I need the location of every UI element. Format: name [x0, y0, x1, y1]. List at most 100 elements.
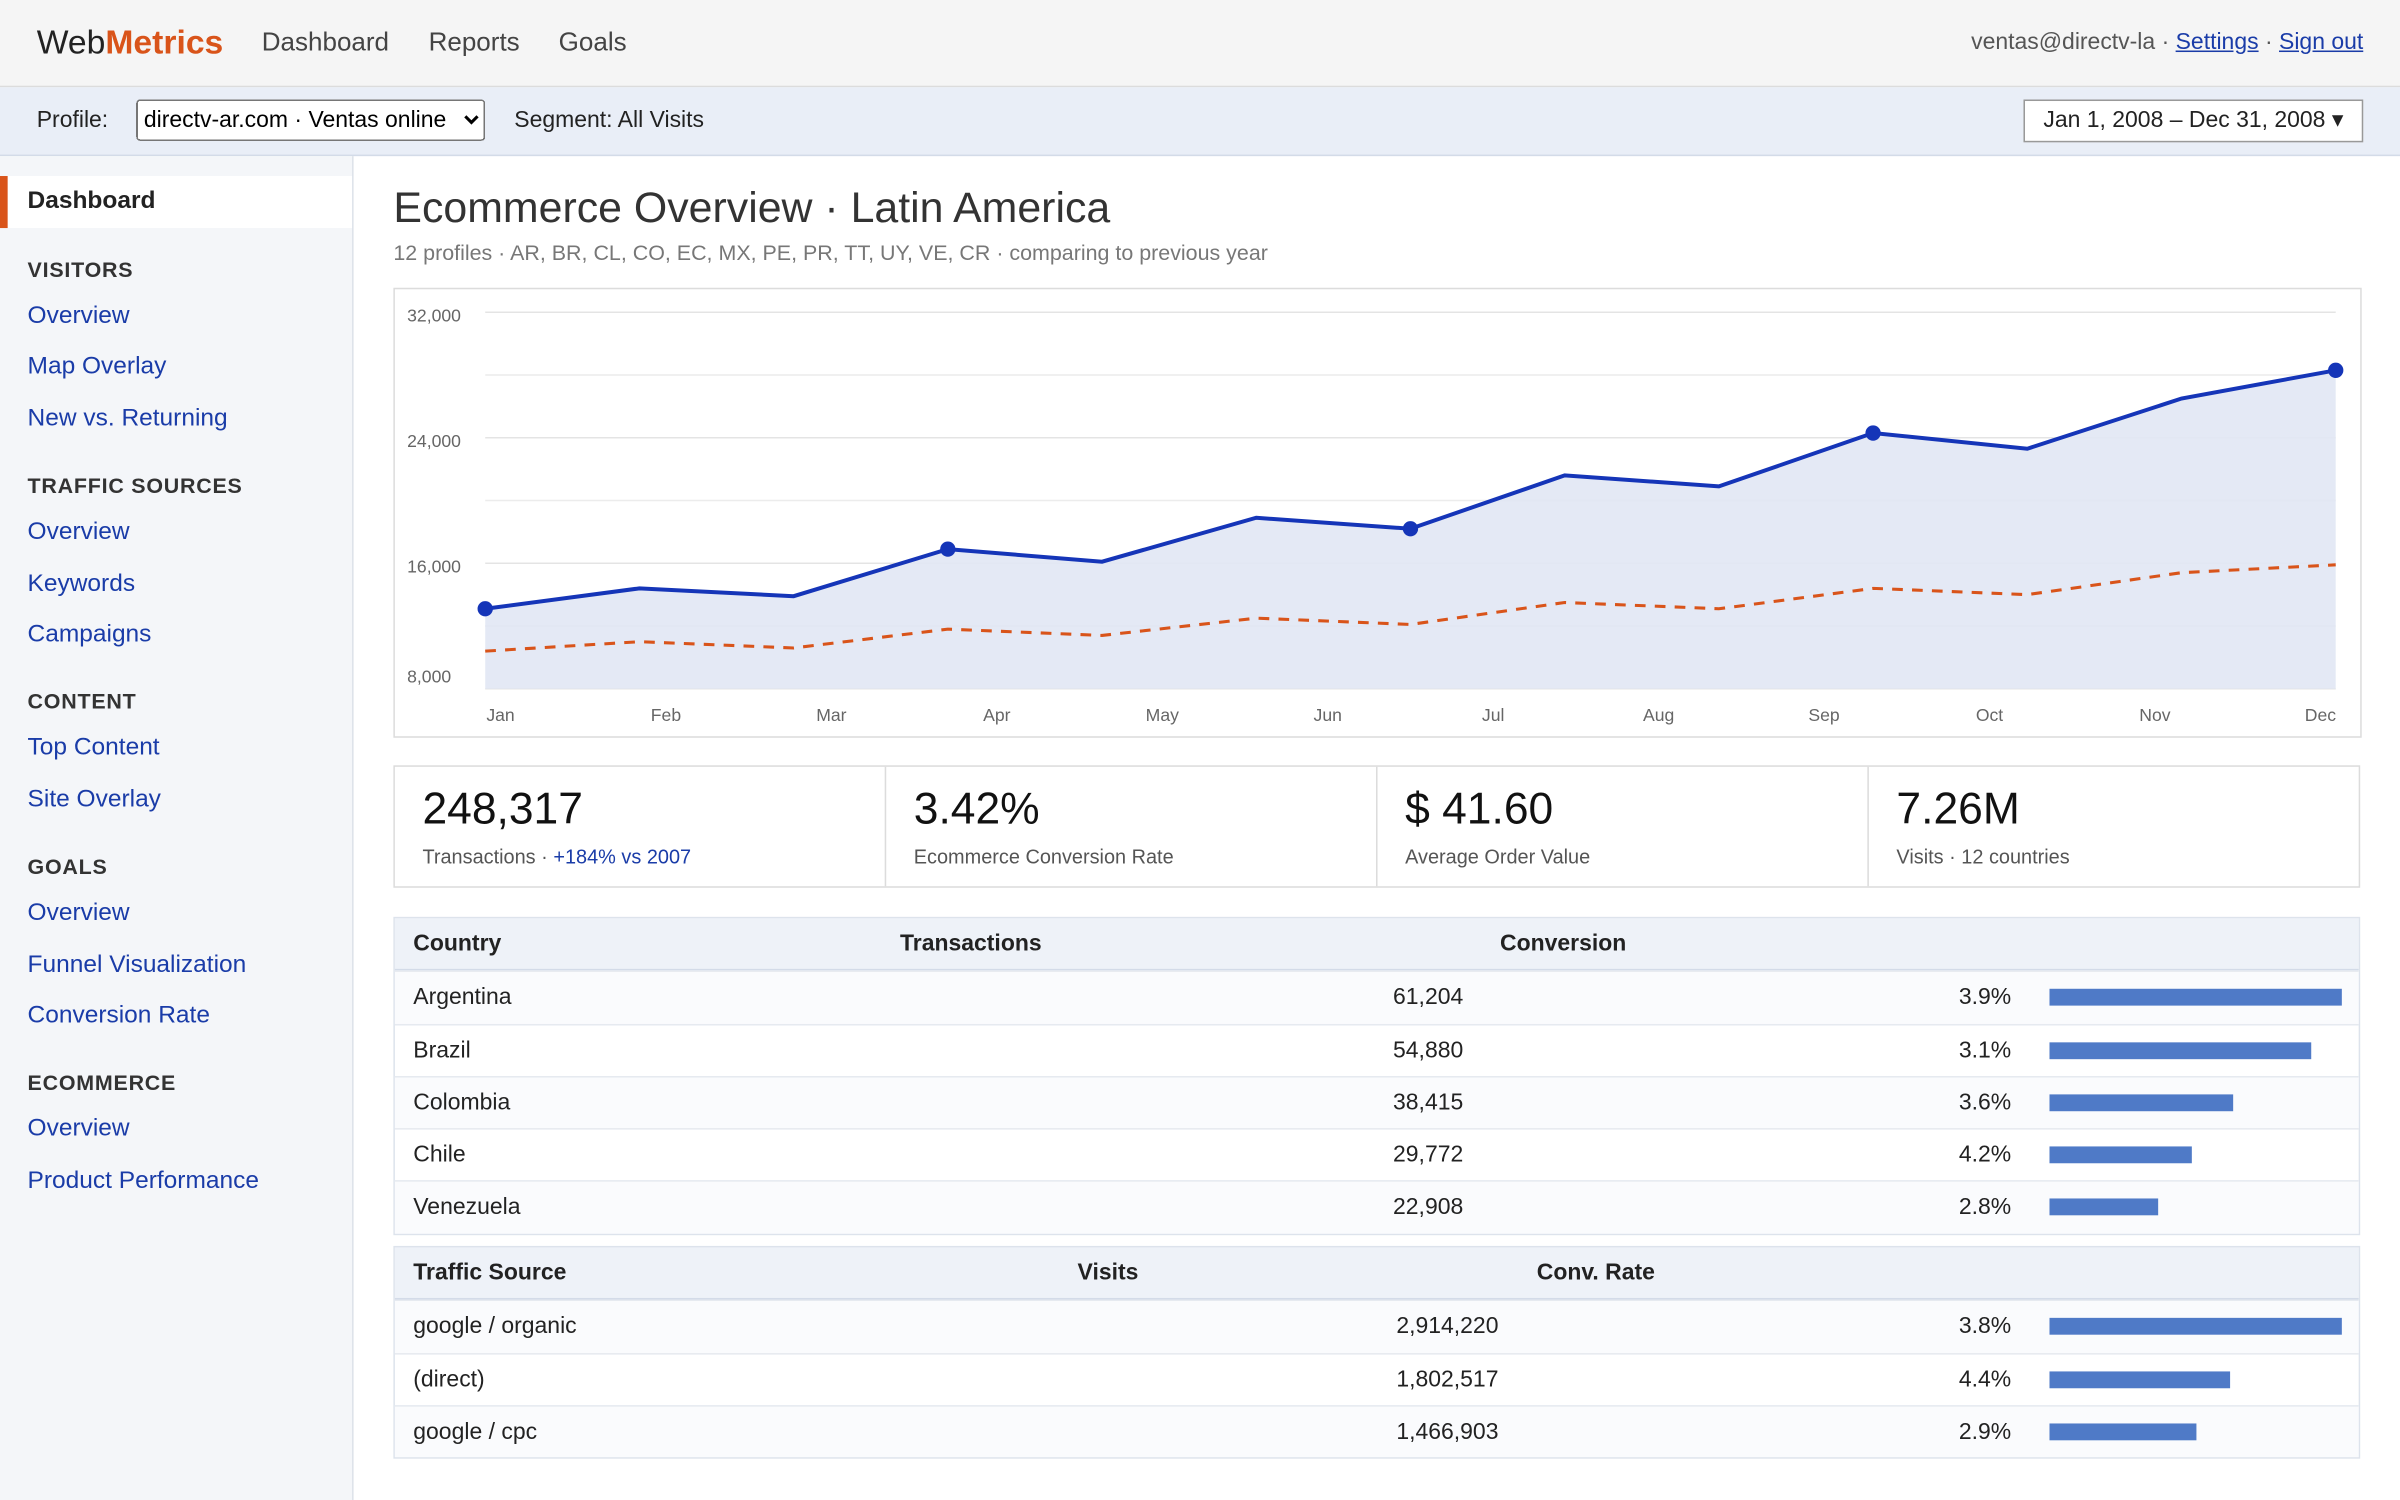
x-axis-label: Dec — [2305, 705, 2336, 725]
row-amount: 38,415 — [1393, 1089, 1464, 1116]
row-amount: 1,802,517 — [1396, 1366, 1499, 1393]
kpi-value: 248,317 — [422, 785, 583, 835]
profile-select[interactable]: directv-ar.com · Ventas online — [136, 99, 486, 141]
line — [485, 563, 2336, 653]
row-name: (direct) — [413, 1366, 485, 1393]
column-header: Visits — [1077, 1259, 1139, 1286]
sidebar-link[interactable]: Map Overlay — [27, 354, 167, 381]
row-amount: 29,772 — [1393, 1142, 1464, 1169]
row-amount: 1,466,903 — [1396, 1418, 1499, 1445]
kpi-label: Ecommerce Conversion Rate — [914, 845, 1174, 868]
profile-label: Profile: — [36, 107, 109, 134]
row-bar — [2049, 1318, 2342, 1336]
x-axis-label: Nov — [2139, 705, 2170, 725]
row-rate: 3.9% — [1958, 984, 2012, 1011]
x-axis-label: Jul — [1482, 705, 1505, 725]
row-rate: 4.2% — [1958, 1142, 2012, 1169]
kpi-label-text: Ecommerce Conversion Rate — [913, 844, 1174, 868]
nav-link[interactable]: Reports — [428, 27, 520, 57]
separator: · — [2264, 29, 2273, 56]
row-rate: 4.4% — [1958, 1366, 2012, 1393]
row-rate: 3.6% — [1958, 1089, 2012, 1116]
table-row: google / cpc 1,466,903 2.9% — [394, 1404, 2359, 1458]
sidebar-link[interactable]: Campaigns — [27, 621, 152, 648]
table-row: Colombia 38,415 3.6% — [394, 1075, 2359, 1129]
sidebar-section: CONTENT Top Content Site Overlay — [0, 660, 352, 825]
row-bar — [2049, 989, 2342, 1007]
nav-link[interactable]: Dashboard — [261, 27, 390, 57]
page-title: Ecommerce Overview · Latin America — [393, 183, 1111, 232]
top-bar: WebMetrics Dashboard Reports Goals ventas@di… — [0, 0, 2400, 88]
x-axis-label: Jun — [1314, 705, 1342, 725]
table-row: Argentina 61,204 3.9% — [394, 970, 2359, 1024]
row-rate: 3.8% — [1958, 1313, 2012, 1340]
x-axis-label: Apr — [983, 705, 1011, 725]
chart-box: 8,000 16,000 24,000 32,000 Jan Feb Mar Apr May Ju… — [393, 287, 2362, 738]
table: Country Transactions Conversion Argentina 61… — [393, 916, 2361, 1235]
logo-web: Web — [36, 22, 106, 62]
x-axis-label: Sep — [1808, 705, 1840, 725]
column-header: Traffic Source — [413, 1259, 567, 1286]
page-subtitle: 12 profiles · AR, BR, CL, CO, EC, MX, PE… — [393, 240, 1268, 265]
chart: 8,000 16,000 24,000 32,000 Jan Feb Mar Apr May Ju… — [407, 305, 2344, 725]
kpi: 7.26M Visits · 12 countries — [1867, 766, 2358, 887]
point — [1402, 521, 1419, 537]
sidebar-link[interactable]: Overview — [27, 519, 130, 546]
row-amount: 61,204 — [1393, 984, 1464, 1011]
row-name: Chile — [413, 1142, 466, 1169]
kpi-value: 7.26M — [1896, 785, 2020, 835]
sidebar-section: ECOMMERCE Overview Product Performance — [0, 1041, 352, 1206]
sidebar-link[interactable]: Site Overlay — [27, 786, 161, 813]
sidebar-link[interactable]: Product Performance — [27, 1167, 259, 1194]
sidebar-link[interactable]: Overview — [27, 900, 130, 927]
sidebar: Dashboard VISITORS Overview Map Overlay New … — [0, 156, 354, 1500]
row-name: Colombia — [413, 1089, 511, 1116]
row-name: google / cpc — [413, 1418, 538, 1445]
table-header: Traffic Source Visits Conv. Rate — [394, 1247, 2359, 1300]
sidebar-link[interactable]: New vs. Returning — [27, 405, 228, 432]
kpi-label-text: Transactions — [422, 844, 536, 868]
table-header: Country Transactions Conversion — [394, 918, 2359, 971]
sidebar-active[interactable]: Dashboard — [0, 176, 353, 229]
point — [2328, 362, 2344, 378]
table-body: Argentina 61,204 3.9% Brazil 54,880 3.1% Colom… — [394, 970, 2359, 1234]
signout-link[interactable]: Sign out — [2279, 29, 2364, 56]
sidebar-link[interactable]: Overview — [27, 1116, 130, 1143]
sidebar-link[interactable]: Funnel Visualization — [27, 951, 247, 978]
row-rate: 2.8% — [1958, 1194, 2012, 1221]
kpi-note[interactable]: +184% vs 2007 — [553, 844, 692, 868]
section-title: VISITORS — [27, 257, 134, 282]
row-name: google / organic — [413, 1313, 577, 1340]
section-title: ECOMMERCE — [27, 1070, 177, 1095]
sidebar-link[interactable]: Conversion Rate — [27, 1002, 210, 1029]
x-axis-label: Feb — [651, 705, 682, 725]
sidebar-section: VISITORS Overview Map Overlay New vs. Retur… — [0, 228, 352, 444]
kpi-label: Transactions · +184% vs 2007 — [422, 845, 691, 868]
user-email: ventas@directv-la — [1971, 29, 2156, 56]
table-row: (direct) 1,802,517 4.4% — [394, 1352, 2359, 1404]
table-row: google / organic 2,914,220 3.8% — [394, 1299, 2359, 1353]
kpi-value: $ 41.60 — [1405, 785, 1554, 835]
row-rate: 2.9% — [1958, 1418, 2012, 1445]
toolbar: Profile: directv-ar.com · Ventas online Se… — [0, 87, 2400, 157]
kpi-label: Average Order Value — [1405, 845, 1590, 868]
column-header: Conversion — [1499, 930, 1627, 957]
kpi-row: 248,317 Transactions · +184% vs 2007 3.42%… — [393, 765, 2361, 888]
x-axis-label: Aug — [1643, 705, 1674, 725]
row-bar — [2049, 1423, 2197, 1441]
kpi: $ 41.60 Average Order Value — [1376, 766, 1867, 887]
user-box: ventas@directv-la · Settings · Sign out — [1971, 29, 2363, 55]
date-range[interactable]: Jan 1, 2008 – Dec 31, 2008 ▾ — [2023, 99, 2364, 143]
logo-metrics: Metrics — [105, 22, 224, 62]
sidebar-link[interactable]: Overview — [27, 303, 130, 330]
nav-link[interactable]: Goals — [558, 27, 627, 57]
section-title: TRAFFIC SOURCES — [27, 473, 243, 498]
sidebar-section: TRAFFIC SOURCES Overview Keywords Campaigns — [0, 444, 352, 660]
settings-link[interactable]: Settings — [2175, 29, 2259, 56]
sidebar-link[interactable]: Keywords — [27, 570, 136, 597]
row-name: Venezuela — [413, 1194, 521, 1221]
row-bar — [2049, 1146, 2192, 1164]
separator: · — [541, 844, 548, 868]
sidebar-link[interactable]: Top Content — [27, 735, 160, 762]
